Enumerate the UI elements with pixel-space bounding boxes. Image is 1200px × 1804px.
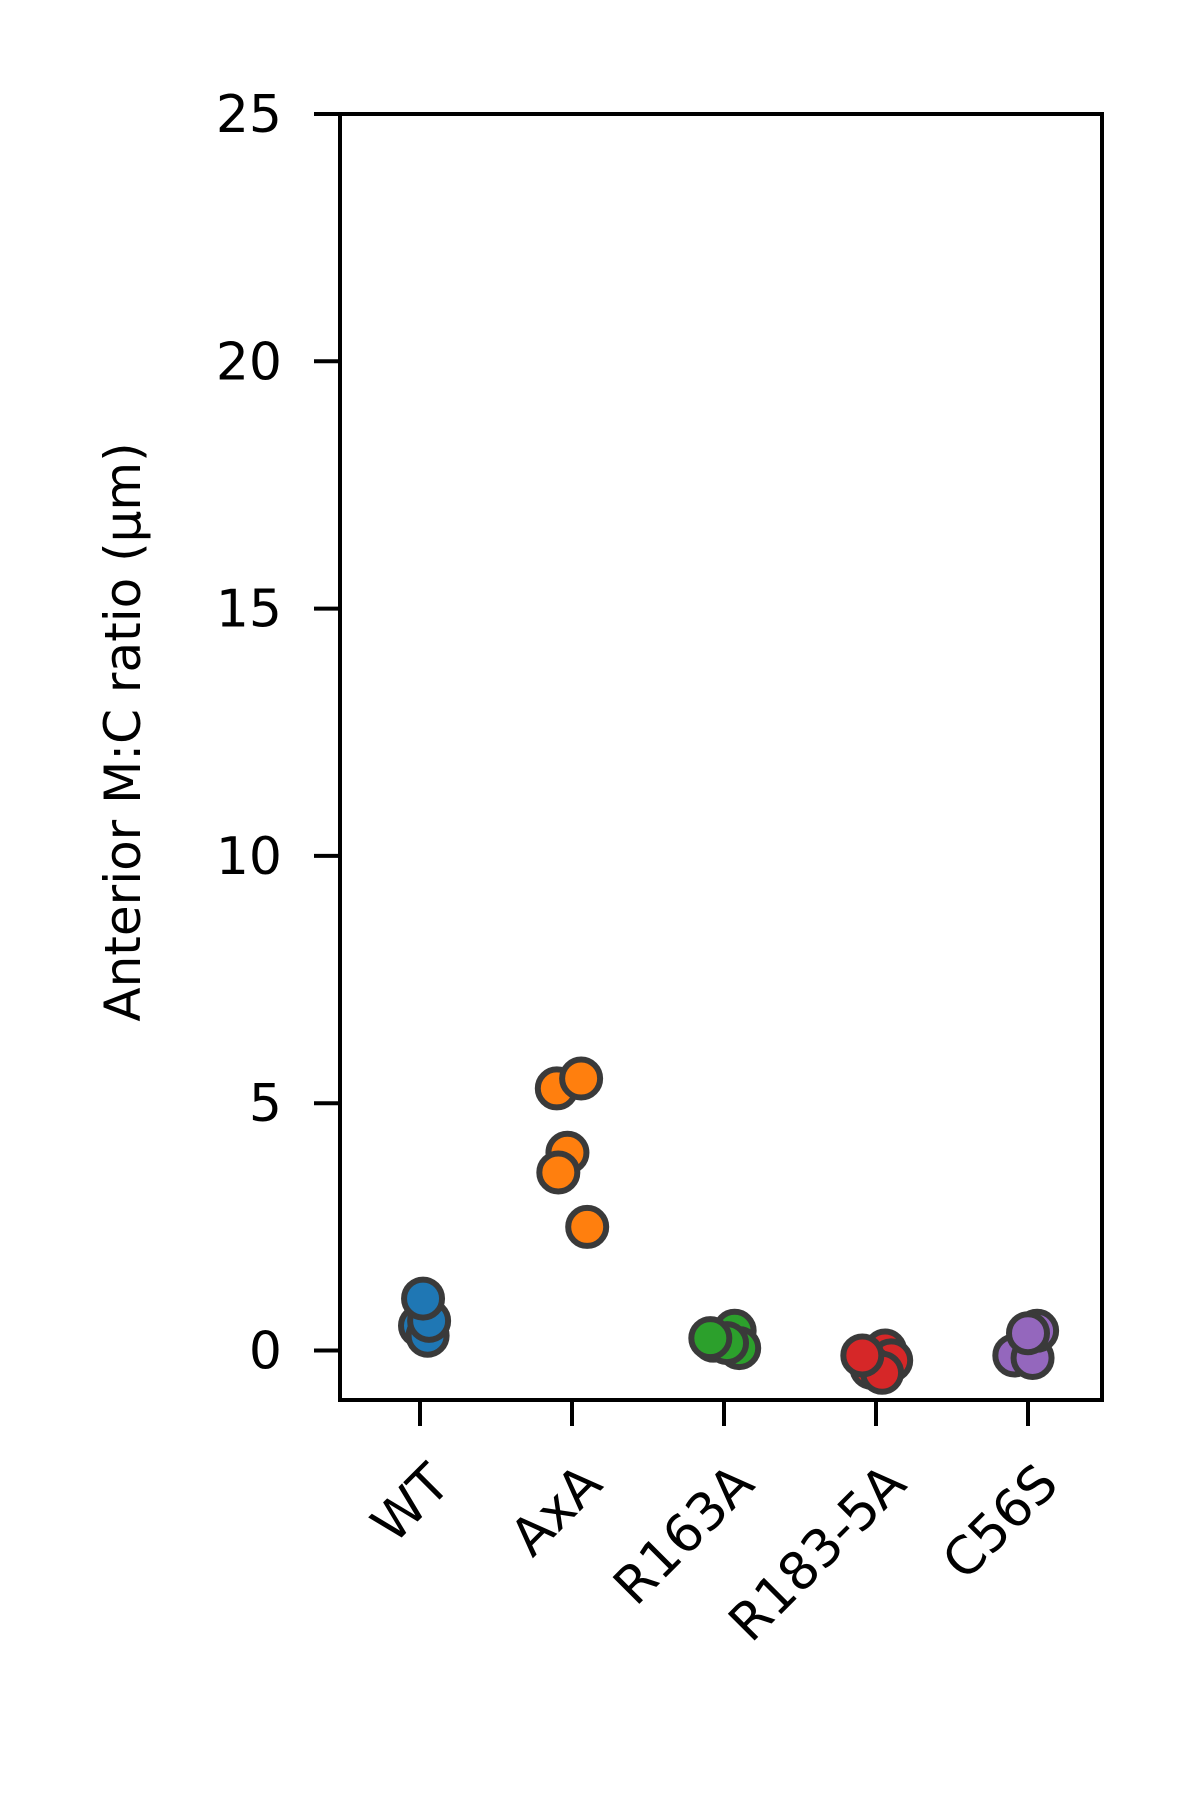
y-axis-ticks: 0 5 10 15 20 25: [216, 85, 340, 1382]
data-point: [840, 1333, 885, 1378]
x-tick-label: C56S: [932, 1453, 1070, 1591]
data-point: [565, 1204, 610, 1249]
data-point: [688, 1316, 733, 1361]
y-tick-label: 5: [249, 1074, 282, 1134]
y-tick-label: 10: [216, 827, 282, 887]
y-tick-label: 25: [216, 85, 282, 145]
y-axis-label: Anterior M:C ratio (µm): [94, 442, 152, 1021]
x-tick-label: AxA: [499, 1453, 614, 1568]
data-point: [559, 1056, 604, 1101]
y-tick-label: 20: [216, 332, 282, 392]
data-point: [401, 1276, 446, 1321]
data-point: [1006, 1311, 1050, 1356]
x-tick-label: WT: [361, 1453, 462, 1554]
plot-frame: [338, 112, 1104, 1402]
data-point: [536, 1150, 581, 1195]
data-points-layer: [398, 1056, 1060, 1395]
y-tick-label: 15: [216, 580, 282, 640]
y-tick-label: 0: [249, 1322, 282, 1382]
